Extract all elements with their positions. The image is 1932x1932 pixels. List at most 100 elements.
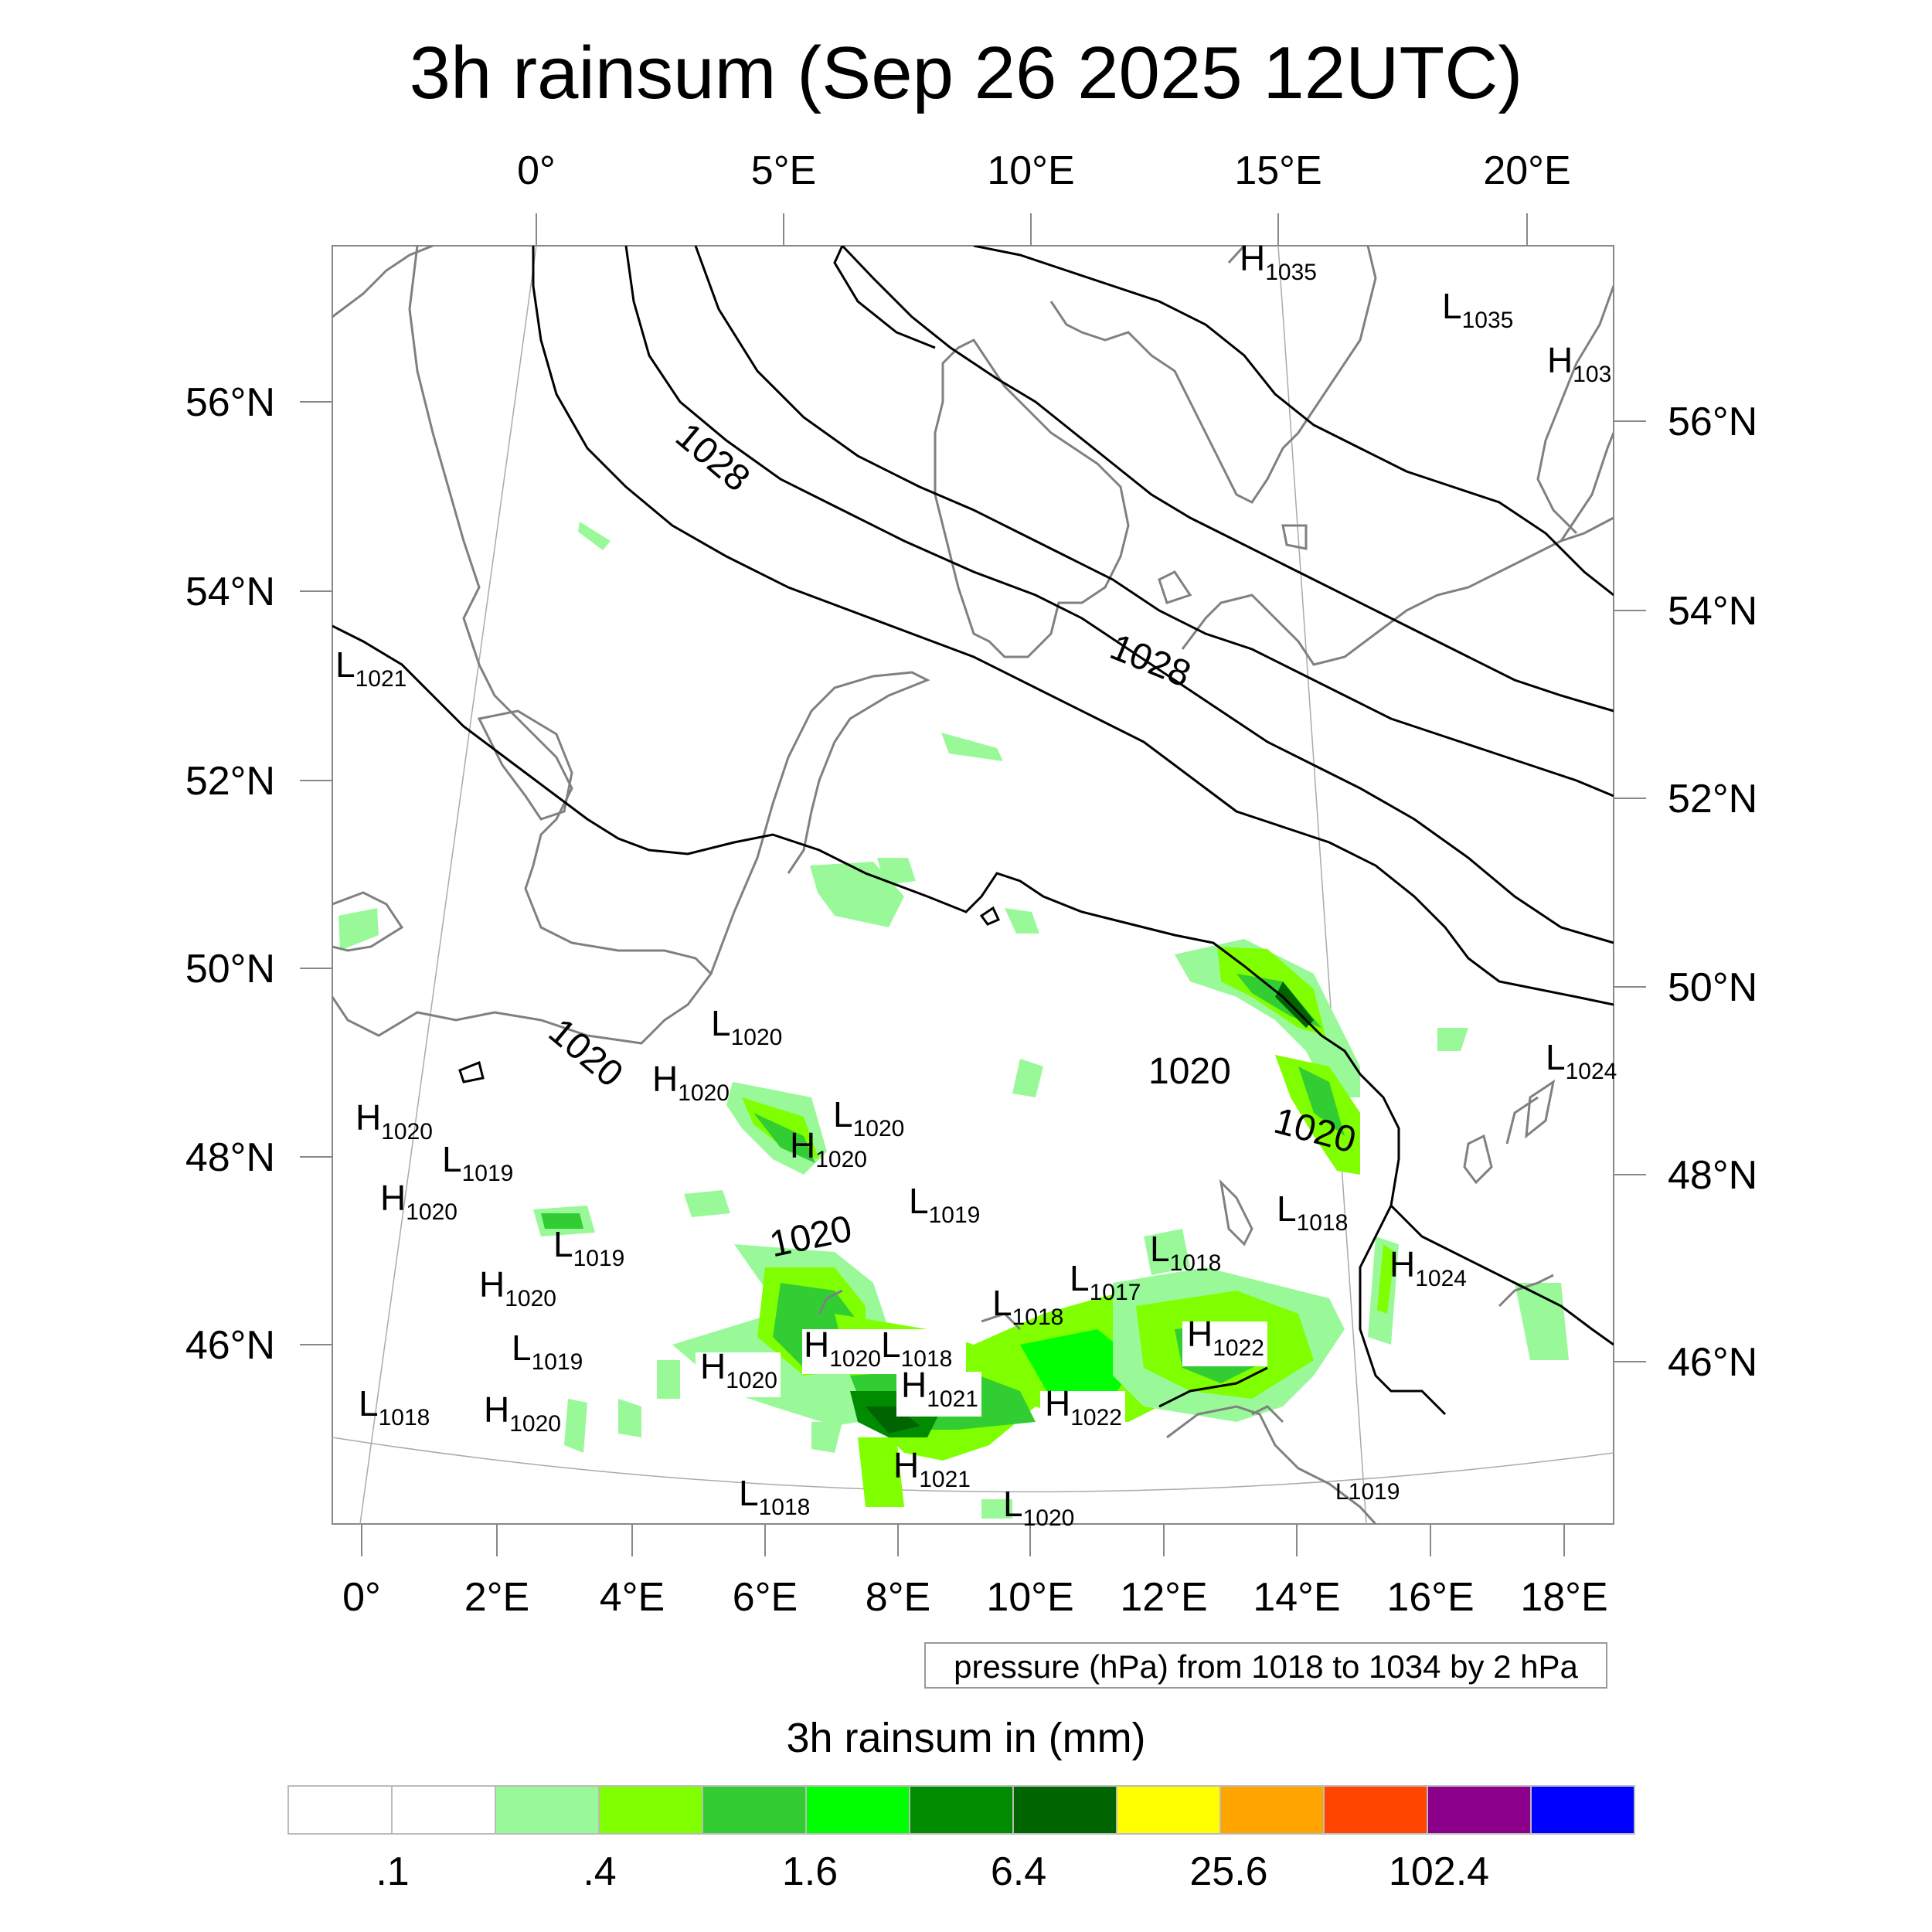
- bottom-lon-labels: 0° 2°E 4°E 6°E 8°E 10°E 12°E 14°E 16°E 1…: [342, 1575, 1608, 1620]
- pressure-center-label: H1020: [700, 1346, 777, 1393]
- bottom-ticks: [361, 1524, 1565, 1556]
- left-lat-label: 48°N: [185, 1135, 275, 1180]
- right-lat-label: 48°N: [1668, 1153, 1757, 1198]
- rain-area: [618, 1399, 641, 1437]
- rain-area: [578, 522, 611, 550]
- isobar: [694, 246, 1614, 798]
- colorbar-swatch: [1116, 1785, 1221, 1835]
- rain-area: [1012, 1059, 1043, 1097]
- colorbar-label: 1.6: [781, 1849, 838, 1894]
- colorbar-label: .1: [376, 1849, 410, 1894]
- rain-area: [1298, 1066, 1345, 1136]
- rain-area: [564, 1399, 587, 1453]
- isobar: [979, 906, 1001, 926]
- colorbar-swatch: [1323, 1785, 1428, 1835]
- graticule: [332, 246, 1614, 1524]
- pressure-center-label: H1020: [355, 1097, 433, 1145]
- pressure-center-label: L1019: [553, 1224, 624, 1271]
- top-ticks: [536, 213, 1528, 246]
- bottom-lon-label: 12°E: [1120, 1575, 1207, 1620]
- rain-area: [338, 908, 379, 951]
- rain-area: [811, 1422, 842, 1453]
- rain-area: [941, 733, 1003, 761]
- pressure-center-label: L1020: [833, 1094, 904, 1141]
- top-lon-label: 20°E: [1483, 148, 1570, 193]
- colorbar: [287, 1785, 1635, 1835]
- left-lat-label: 52°N: [185, 759, 275, 804]
- colorbar-swatch: [391, 1785, 496, 1835]
- isobar: [458, 1060, 485, 1083]
- pressure-center-label: H1035: [1240, 238, 1317, 285]
- bottom-lon-label: 4°E: [600, 1575, 665, 1620]
- isobar: [841, 246, 1614, 713]
- colorbar-swatch: [287, 1785, 393, 1835]
- pressure-center-label: H1020: [790, 1125, 867, 1172]
- pressure-center-label: L1019: [442, 1139, 513, 1186]
- rain-area: [1020, 1329, 1136, 1399]
- pressure-center-label: H1021: [893, 1445, 971, 1492]
- pressure-center-label: H1024: [1389, 1244, 1467, 1291]
- rain-area: [753, 1113, 815, 1163]
- pressure-center-label: H1022: [1187, 1314, 1264, 1361]
- bottom-lon-label: 10°E: [986, 1575, 1073, 1620]
- colorbar-swatch: [909, 1785, 1014, 1835]
- pressure-center-label: L1018: [992, 1283, 1063, 1330]
- colorbar-swatch: [1012, 1785, 1117, 1835]
- isobar-label: 1020: [1148, 1051, 1231, 1092]
- rain-area: [981, 1499, 1012, 1519]
- bottom-lon-label: 8°E: [866, 1575, 930, 1620]
- bottom-lon-label: 6°E: [733, 1575, 798, 1620]
- isobar: [833, 246, 936, 349]
- pressure-center-label: L1018: [739, 1473, 810, 1520]
- colorbar-swatch: [1219, 1785, 1325, 1835]
- label-backgrounds: [696, 1321, 1267, 1436]
- pressure-center-label: H1020: [479, 1264, 556, 1311]
- pressure-center-label: H1020: [380, 1178, 457, 1225]
- isobars: [332, 246, 1614, 1416]
- right-lat-label: 56°N: [1668, 400, 1757, 444]
- colorbar-swatch: [1530, 1785, 1635, 1835]
- pressure-center-label: L1017: [1070, 1258, 1141, 1305]
- map-title: 3h rainsum (Sep 26 2025 12UTC): [409, 32, 1523, 114]
- pressure-center-label: H1020: [804, 1325, 881, 1372]
- rain-area: [684, 1190, 730, 1217]
- pressure-center-label: H1022: [1045, 1383, 1122, 1430]
- right-lat-label: 54°N: [1668, 589, 1757, 634]
- pressure-center-label: L1020: [711, 1003, 782, 1050]
- colorbar-label: 102.4: [1388, 1849, 1490, 1894]
- right-lat-label: 50°N: [1668, 965, 1757, 1010]
- top-lon-label: 5°E: [751, 148, 816, 193]
- left-lat-label: 50°N: [185, 947, 275, 992]
- left-lat-label: 46°N: [185, 1323, 275, 1368]
- right-lat-label: 52°N: [1668, 777, 1757, 821]
- colorbar-swatch: [495, 1785, 600, 1835]
- pressure-center-label: L1019: [1335, 1479, 1400, 1505]
- rain-area: [541, 1213, 583, 1229]
- pressure-centers: H1035 L1035 H103 L1021 L1020 H1020 L1020…: [335, 238, 1617, 1531]
- isobar: [624, 246, 1614, 944]
- rain-area: [1437, 1028, 1468, 1051]
- pressure-info-box: pressure (hPa) from 1018 to 1034 by 2 hP…: [924, 1642, 1607, 1689]
- isobar: [532, 246, 1614, 1006]
- pressure-center-label: H1020: [652, 1059, 730, 1106]
- colorbar-swatch: [805, 1785, 910, 1835]
- top-lon-label: 15°E: [1234, 148, 1321, 193]
- left-ticks: [300, 401, 332, 1345]
- coastlines: [332, 246, 1614, 1524]
- isobar: [332, 624, 1447, 1416]
- colorbar-swatch: [598, 1785, 703, 1835]
- pressure-center-label: L1019: [512, 1328, 583, 1375]
- bottom-lon-label: 0°: [342, 1575, 381, 1620]
- isobar: [1158, 1366, 1268, 1408]
- isobar: [973, 246, 1614, 597]
- pressure-center-label: L1018: [1150, 1229, 1221, 1276]
- pressure-center-label: L1018: [359, 1383, 430, 1430]
- bottom-lon-label: 14°E: [1253, 1575, 1340, 1620]
- rain-area: [657, 1360, 680, 1399]
- bottom-lon-label: 16°E: [1386, 1575, 1474, 1620]
- top-lon-labels: 0° 5°E 10°E 15°E 20°E: [517, 148, 1571, 193]
- pressure-center-label: H1020: [484, 1389, 561, 1437]
- isobar: [1389, 1204, 1614, 1346]
- left-lat-label: 54°N: [185, 570, 275, 614]
